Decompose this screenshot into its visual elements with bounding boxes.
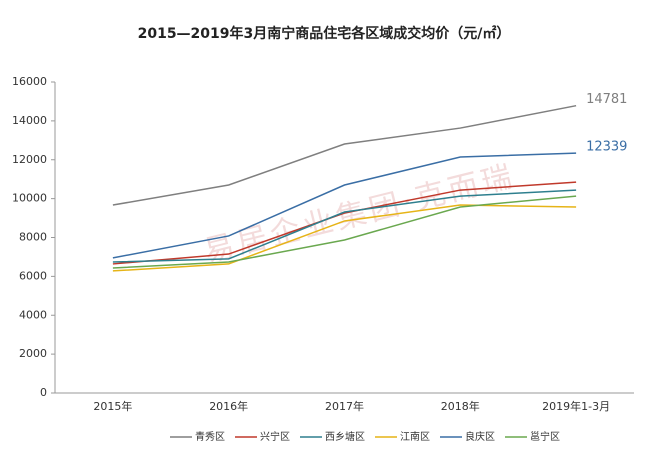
y-tick-label: 6000 [19,269,47,282]
series-line [112,181,577,265]
data-label: 12339 [586,140,627,155]
series-line [112,189,577,263]
series-line [112,195,577,269]
y-tick-label: 10000 [12,192,47,205]
legend-label: 西乡塘区 [325,430,365,443]
x-tick-label: 2019年1-3月 [542,399,610,413]
series-line [112,104,577,206]
x-tick-label: 2017年 [325,399,364,413]
y-tick-label: 14000 [12,114,47,127]
legend-label: 良庆区 [465,430,495,443]
data-label: 14781 [586,92,627,107]
chart-title: 2015—2019年3月南宁商品住宅各区域成交均价（元/㎡） [138,25,511,42]
legend-label: 邕宁区 [530,430,560,443]
watermark: 易居企业集团·克而瑞 [200,158,519,269]
y-tick-label: 12000 [12,153,47,166]
legend-label: 青秀区 [195,430,225,443]
y-tick-label: 4000 [19,308,47,321]
x-tick-label: 2016年 [209,399,248,413]
y-tick-label: 16000 [12,75,47,88]
series-line [112,152,577,259]
x-tick-label: 2018年 [441,399,480,413]
x-tick-label: 2015年 [93,399,132,413]
legend-label: 江南区 [400,430,430,443]
y-tick-label: 2000 [19,347,47,360]
legend-label: 兴宁区 [260,430,290,443]
y-tick-label: 0 [40,386,47,399]
series-line [112,204,577,272]
y-tick-label: 8000 [19,231,47,244]
